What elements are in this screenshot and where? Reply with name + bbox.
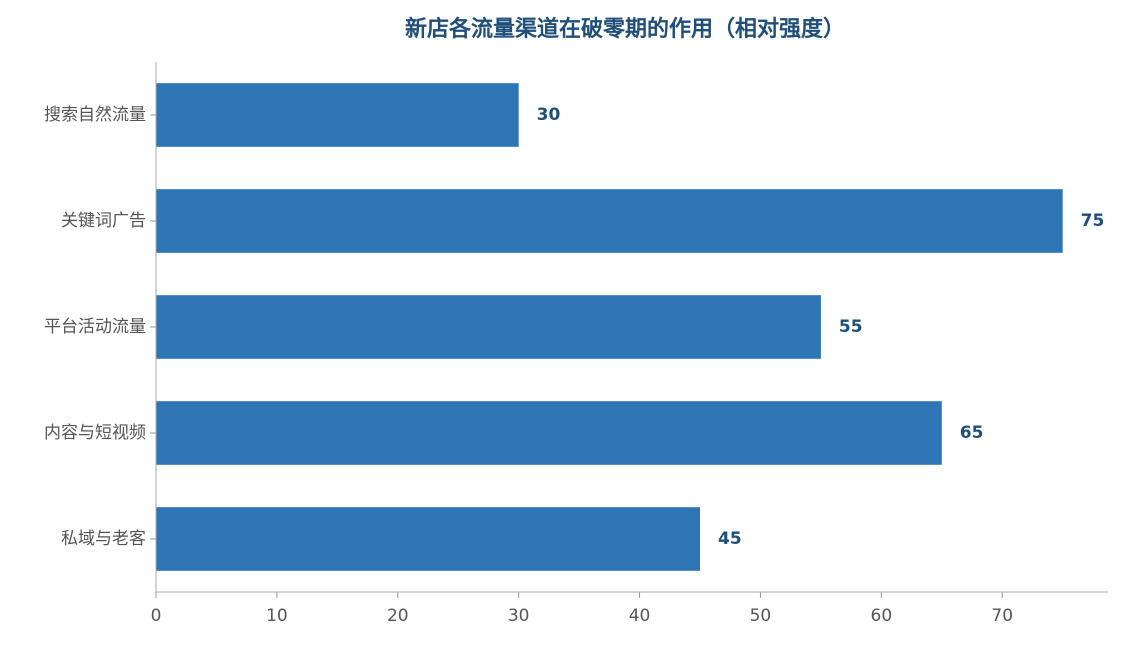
x-tick-label: 20 — [387, 606, 409, 626]
y-tick-label: 平台活动流量 — [44, 317, 146, 337]
x-tick-label: 50 — [750, 606, 772, 626]
value-label: 65 — [960, 423, 984, 443]
value-label: 75 — [1081, 211, 1105, 231]
bar — [156, 189, 1063, 253]
value-label: 55 — [839, 317, 863, 337]
y-tick-label: 私域与老客 — [61, 529, 146, 549]
x-tick-label: 60 — [871, 606, 893, 626]
bar — [156, 507, 700, 571]
y-tick-label: 关键词广告 — [61, 211, 146, 231]
chart-title: 新店各流量渠道在破零期的作用（相对强度） — [405, 16, 845, 42]
bar — [156, 295, 821, 359]
bar — [156, 401, 942, 465]
y-tick-label: 内容与短视频 — [44, 423, 146, 443]
x-tick-label: 40 — [629, 606, 651, 626]
x-tick-label: 30 — [508, 606, 530, 626]
bar — [156, 83, 519, 147]
y-tick-label: 搜索自然流量 — [44, 105, 146, 125]
x-tick-label: 0 — [151, 606, 162, 626]
value-label: 30 — [537, 105, 561, 125]
x-tick-label: 70 — [991, 606, 1013, 626]
value-label: 45 — [718, 529, 742, 549]
x-tick-label: 10 — [266, 606, 288, 626]
